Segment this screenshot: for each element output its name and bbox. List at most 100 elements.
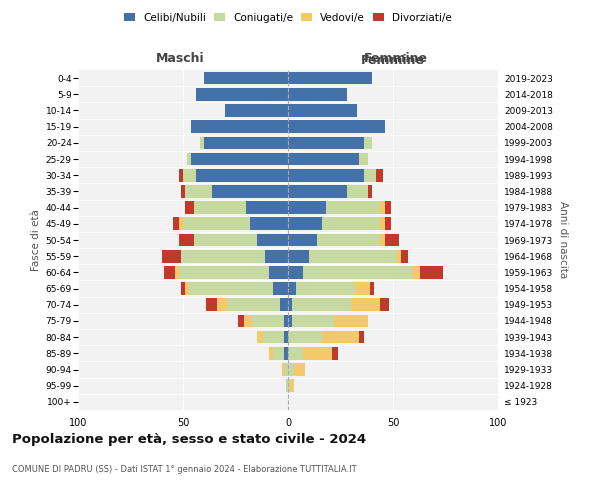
Bar — [359, 331, 364, 344]
Bar — [175, 266, 179, 278]
Bar — [292, 314, 334, 328]
Bar — [288, 234, 317, 246]
Bar — [269, 266, 288, 278]
Bar — [288, 380, 290, 392]
Bar — [317, 234, 380, 246]
Bar — [288, 266, 303, 278]
Bar — [280, 298, 288, 311]
Bar — [326, 202, 380, 214]
Bar — [185, 185, 212, 198]
Bar — [284, 347, 288, 360]
Bar — [253, 314, 284, 328]
Bar — [370, 282, 374, 295]
Bar — [355, 282, 370, 295]
Bar — [179, 218, 183, 230]
Bar — [288, 72, 372, 85]
Bar — [288, 120, 385, 133]
Bar — [288, 250, 309, 262]
Bar — [347, 185, 368, 198]
Bar — [288, 331, 322, 344]
Bar — [274, 347, 284, 360]
Bar — [322, 331, 359, 344]
Bar — [412, 266, 420, 278]
Bar — [196, 88, 288, 101]
Bar — [380, 218, 385, 230]
Text: Femmine: Femmine — [361, 54, 425, 66]
Bar — [397, 250, 401, 262]
Bar — [359, 152, 368, 166]
Text: COMUNE DI PADRU (SS) - Dati ISTAT 1° gennaio 2024 - Elaborazione TUTTITALIA.IT: COMUNE DI PADRU (SS) - Dati ISTAT 1° gen… — [12, 466, 356, 474]
Bar — [288, 104, 358, 117]
Bar — [185, 282, 189, 295]
Bar — [295, 363, 305, 376]
Bar — [385, 234, 400, 246]
Legend: Celibi/Nubili, Coniugati/e, Vedovi/e, Divorziati/e: Celibi/Nubili, Coniugati/e, Vedovi/e, Di… — [124, 12, 452, 22]
Bar — [322, 218, 380, 230]
Bar — [288, 169, 364, 181]
Bar — [332, 347, 338, 360]
Bar — [292, 298, 351, 311]
Bar — [380, 234, 385, 246]
Bar — [368, 185, 372, 198]
Bar — [179, 234, 193, 246]
Bar — [288, 152, 359, 166]
Bar — [284, 314, 288, 328]
Bar — [303, 266, 412, 278]
Bar — [385, 202, 391, 214]
Y-axis label: Anni di nascita: Anni di nascita — [557, 202, 568, 278]
Bar — [185, 202, 193, 214]
Bar — [181, 250, 265, 262]
Bar — [187, 152, 191, 166]
Bar — [190, 282, 274, 295]
Bar — [181, 282, 185, 295]
Bar — [204, 136, 288, 149]
Bar — [288, 347, 303, 360]
Bar — [274, 282, 288, 295]
Bar — [288, 282, 296, 295]
Bar — [269, 347, 274, 360]
Bar — [284, 331, 288, 344]
Text: Femmine: Femmine — [364, 52, 428, 66]
Bar — [179, 266, 269, 278]
Bar — [179, 169, 183, 181]
Bar — [227, 298, 280, 311]
Bar — [244, 314, 252, 328]
Bar — [288, 88, 347, 101]
Bar — [380, 298, 389, 311]
Bar — [204, 72, 288, 85]
Y-axis label: Fasce di età: Fasce di età — [31, 209, 41, 271]
Bar — [196, 169, 288, 181]
Bar — [385, 218, 391, 230]
Bar — [288, 202, 326, 214]
Text: Popolazione per età, sesso e stato civile - 2024: Popolazione per età, sesso e stato civil… — [12, 432, 366, 446]
Bar — [284, 363, 288, 376]
Bar — [303, 347, 332, 360]
Bar — [288, 136, 364, 149]
Bar — [257, 234, 288, 246]
Bar — [351, 298, 380, 311]
Bar — [288, 218, 322, 230]
Bar — [200, 136, 204, 149]
Bar — [191, 152, 288, 166]
Bar — [250, 218, 288, 230]
Bar — [288, 298, 292, 311]
Bar — [206, 298, 217, 311]
Bar — [364, 169, 376, 181]
Bar — [193, 234, 257, 246]
Bar — [183, 169, 196, 181]
Bar — [364, 136, 372, 149]
Bar — [288, 185, 347, 198]
Bar — [296, 282, 355, 295]
Bar — [162, 250, 181, 262]
Bar — [380, 202, 385, 214]
Bar — [193, 202, 246, 214]
Text: Maschi: Maschi — [155, 52, 205, 66]
Bar — [334, 314, 368, 328]
Bar — [246, 202, 288, 214]
Bar — [164, 266, 175, 278]
Bar — [263, 331, 284, 344]
Bar — [225, 104, 288, 117]
Bar — [421, 266, 443, 278]
Bar — [288, 363, 295, 376]
Bar — [286, 380, 288, 392]
